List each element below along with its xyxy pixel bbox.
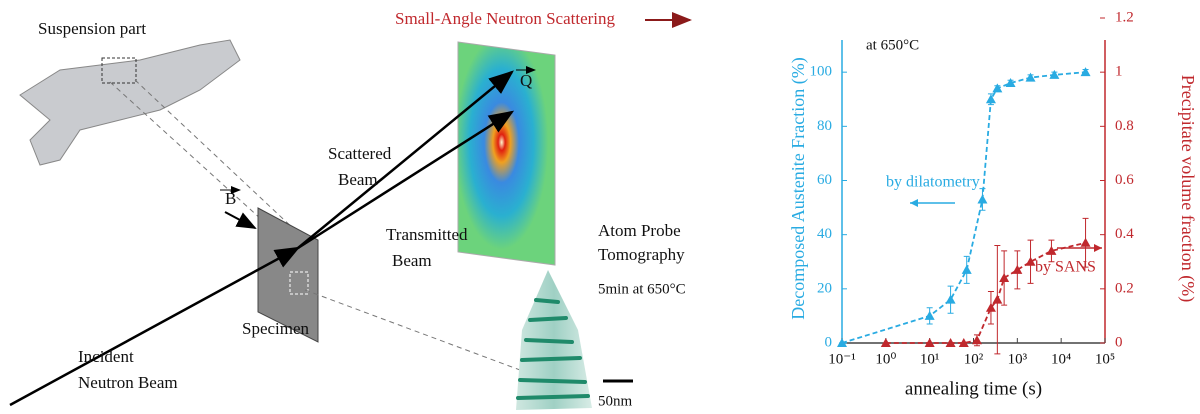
y-axis-label: Decomposed Austenite Fraction (%)	[788, 57, 809, 319]
x-tick-label: 10⁰	[875, 351, 896, 367]
series-line	[842, 72, 1086, 343]
series-label: by SANS	[1035, 259, 1096, 276]
y2-tick-label: 1	[1115, 64, 1123, 80]
y2-tick-label: 0.4	[1115, 226, 1134, 242]
apt-condition: 5min at 650°C	[598, 281, 686, 297]
y-tick-label: 40	[817, 226, 832, 242]
marker	[992, 295, 1002, 304]
q-label: Q	[520, 71, 532, 90]
series-label: by dilatometry	[886, 174, 980, 191]
marker	[1081, 238, 1091, 247]
marker	[962, 265, 972, 274]
suspension-part	[20, 40, 240, 165]
specimen-label: Specimen	[242, 319, 310, 338]
y2-tick-label: 1.2	[1115, 9, 1134, 25]
x-axis-label: annealing time (s)	[905, 378, 1042, 399]
y2-tick-label: 0.6	[1115, 172, 1134, 188]
marker	[999, 273, 1009, 282]
y-tick-label: 0	[825, 334, 833, 350]
marker	[1012, 265, 1022, 274]
marker	[946, 295, 956, 304]
y2-axis-label: Precipitate volume fraction (%)	[1177, 75, 1198, 302]
dashed-link	[135, 80, 312, 246]
marker	[977, 194, 987, 203]
arrow-head	[910, 199, 918, 207]
x-tick-label: 10⁴	[1051, 351, 1071, 367]
diagram: Suspension part Small-Angle Neutron Scat…	[10, 9, 690, 410]
x-tick-label: 10¹	[920, 351, 940, 367]
figure: Suspension part Small-Angle Neutron Scat…	[0, 0, 1200, 414]
dashed-link	[110, 82, 262, 220]
marker	[1026, 73, 1036, 82]
arrow-head	[1094, 244, 1102, 252]
x-tick-label: 10³	[1008, 351, 1028, 367]
field-label: B	[225, 189, 236, 208]
x-tick-label: 10⁻¹	[828, 351, 855, 367]
y-tick-label: 20	[817, 280, 832, 296]
y2-tick-label: 0.2	[1115, 280, 1134, 296]
y-tick-label: 60	[817, 172, 832, 188]
scale-bar-label: 50nm	[598, 393, 633, 409]
sans-label: Small-Angle Neutron Scattering	[395, 9, 616, 28]
dashed-link	[305, 290, 520, 370]
arrow	[225, 212, 255, 228]
marker	[986, 94, 996, 103]
y-tick-label: 100	[810, 64, 833, 80]
y2-tick-label: 0	[1115, 334, 1123, 350]
x-tick-label: 10²	[964, 351, 984, 367]
y2-tick-label: 0.8	[1115, 118, 1134, 134]
y-tick-label: 80	[817, 118, 832, 134]
x-tick-label: 10⁵	[1095, 351, 1115, 367]
suspension-label: Suspension part	[38, 19, 146, 38]
annotation: at 650°C	[866, 37, 919, 53]
